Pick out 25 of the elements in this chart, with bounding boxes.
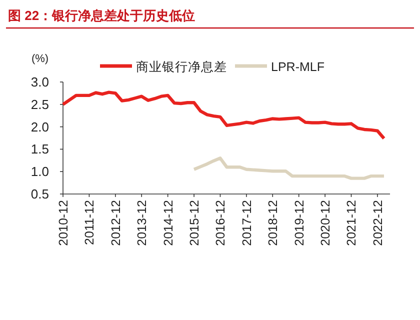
y-tick-label: 1.5 xyxy=(30,142,49,157)
x-tick-label: 2012-12 xyxy=(108,200,123,246)
x-tick-label: 2017-12 xyxy=(240,200,254,246)
legend-label: LPR-MLF xyxy=(271,60,325,74)
x-tick-label: 2011-12 xyxy=(82,200,97,245)
x-tick-label: 2021-12 xyxy=(344,200,359,246)
x-tick-label: 2013-12 xyxy=(135,200,150,246)
y-tick-label: 0.5 xyxy=(30,186,49,202)
x-tick-label: 2022-12 xyxy=(370,200,385,246)
y-tick-label: 3.0 xyxy=(30,74,49,90)
y-tick-label: 2.0 xyxy=(30,119,49,134)
y-tick-label: 2.5 xyxy=(30,96,49,112)
x-tick-label: 2010-12 xyxy=(56,200,70,246)
y-axis-title: (%) xyxy=(31,53,49,65)
line-series xyxy=(192,156,386,180)
line-series xyxy=(61,90,386,140)
x-tick-label: 2018-12 xyxy=(266,200,280,246)
legend-label: 商业银行净息差 xyxy=(136,60,227,74)
x-tick-label: 2014-12 xyxy=(161,200,176,246)
x-tick-label: 2015-12 xyxy=(188,200,202,246)
x-tick-label: 2019-12 xyxy=(292,200,306,246)
x-tick-label: 2020-12 xyxy=(318,200,333,246)
y-tick-label: 1.0 xyxy=(30,164,49,180)
chart-title: 图 22：银行净息差处于历史低位 xyxy=(8,8,196,23)
x-tick-label: 2016-12 xyxy=(214,200,228,246)
